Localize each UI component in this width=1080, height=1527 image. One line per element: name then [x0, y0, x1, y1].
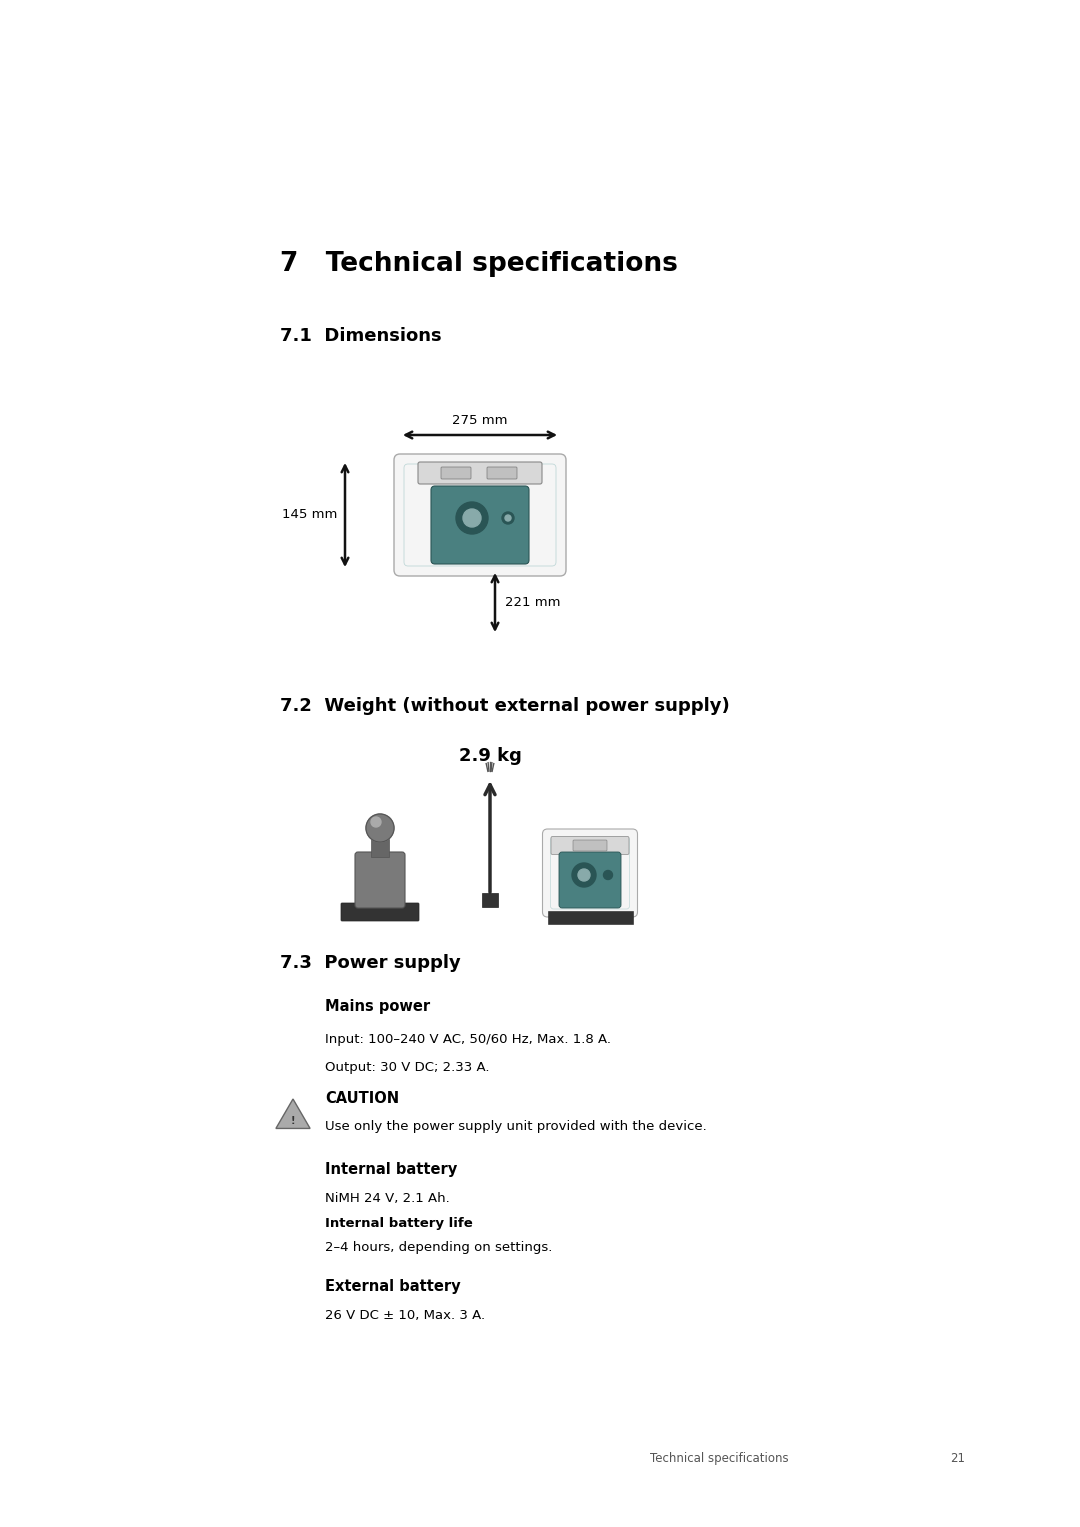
Bar [548, 912, 633, 924]
Text: NiMH 24 V, 2.1 Ah.: NiMH 24 V, 2.1 Ah. [325, 1193, 449, 1205]
Text: 7.1  Dimensions: 7.1 Dimensions [280, 327, 442, 345]
Text: Technical specifications: Technical specifications [650, 1452, 788, 1464]
FancyBboxPatch shape [431, 486, 529, 563]
Text: 2–4 hours, depending on settings.: 2–4 hours, depending on settings. [325, 1241, 552, 1254]
Text: 7   Technical specifications: 7 Technical specifications [280, 250, 678, 276]
Circle shape [578, 869, 590, 881]
FancyBboxPatch shape [542, 829, 637, 918]
Bar [372, 838, 389, 857]
Circle shape [572, 863, 596, 887]
FancyBboxPatch shape [341, 902, 419, 921]
FancyBboxPatch shape [355, 852, 405, 909]
FancyBboxPatch shape [441, 467, 471, 479]
Text: 7.2  Weight (without external power supply): 7.2 Weight (without external power suppl… [280, 696, 730, 715]
Circle shape [463, 508, 481, 527]
FancyBboxPatch shape [551, 837, 629, 855]
Text: 7.3  Power supply: 7.3 Power supply [280, 954, 461, 973]
Text: Output: 30 V DC; 2.33 A.: Output: 30 V DC; 2.33 A. [325, 1061, 489, 1073]
Circle shape [372, 817, 381, 828]
Circle shape [366, 814, 394, 841]
Text: Mains power: Mains power [325, 999, 430, 1014]
Polygon shape [275, 1099, 310, 1128]
Circle shape [456, 502, 488, 534]
Bar [482, 893, 498, 907]
Text: 275 mm: 275 mm [453, 414, 508, 428]
Circle shape [505, 515, 511, 521]
FancyBboxPatch shape [559, 852, 621, 909]
Text: 2.9 kg: 2.9 kg [459, 747, 522, 765]
FancyBboxPatch shape [418, 463, 542, 484]
FancyBboxPatch shape [573, 840, 607, 851]
FancyBboxPatch shape [394, 454, 566, 576]
FancyBboxPatch shape [487, 467, 517, 479]
Text: 145 mm: 145 mm [282, 508, 337, 522]
Text: 221 mm: 221 mm [505, 596, 561, 609]
Text: 21: 21 [950, 1452, 966, 1464]
Text: 26 V DC ± 10, Max. 3 A.: 26 V DC ± 10, Max. 3 A. [325, 1309, 485, 1322]
Text: Internal battery life: Internal battery life [325, 1217, 473, 1231]
Text: Input: 100–240 V AC, 50/60 Hz, Max. 1.8 A.: Input: 100–240 V AC, 50/60 Hz, Max. 1.8 … [325, 1032, 611, 1046]
Circle shape [502, 512, 514, 524]
Text: CAUTION: CAUTION [325, 1090, 400, 1106]
Circle shape [604, 870, 612, 880]
Text: !: ! [291, 1116, 295, 1125]
Text: Use only the power supply unit provided with the device.: Use only the power supply unit provided … [325, 1119, 706, 1133]
Text: External battery: External battery [325, 1280, 461, 1293]
Text: Internal battery: Internal battery [325, 1162, 457, 1177]
